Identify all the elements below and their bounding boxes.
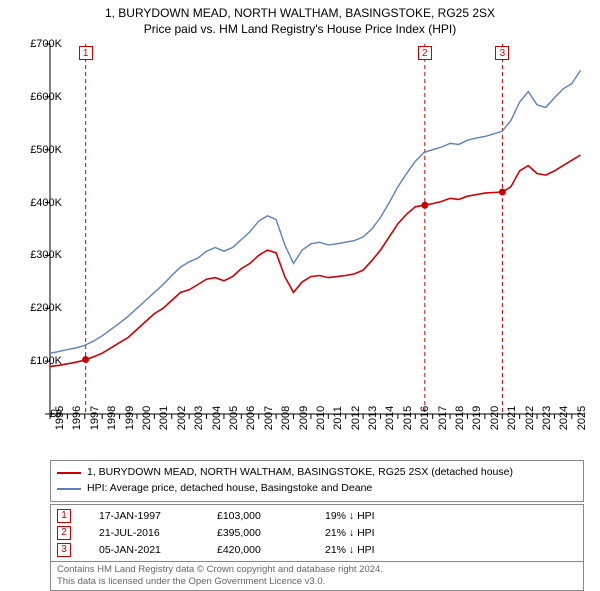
marker-date-2: 21-JUL-2016 (99, 525, 189, 542)
x-tick-label: 1999 (124, 406, 136, 430)
marker-row-2: 2 21-JUL-2016 £395,000 21% ↓ HPI (57, 525, 577, 542)
x-tick-label: 2016 (419, 406, 431, 430)
marker-price-2: £395,000 (217, 525, 297, 542)
x-tick-label: 2006 (245, 406, 257, 430)
x-tick-label: 2007 (263, 406, 275, 430)
y-tick-label: £100K (30, 355, 62, 367)
marker-delta-1: 19% ↓ HPI (325, 508, 375, 525)
y-tick-label: £600K (30, 91, 62, 103)
y-tick-label: £300K (30, 249, 62, 261)
marker-badge-3: 3 (57, 543, 71, 557)
marker-badge-1: 1 (57, 509, 71, 523)
chart-plot-area (50, 44, 584, 414)
x-tick-label: 2015 (402, 406, 414, 430)
chart-marker-badge: 3 (495, 46, 509, 60)
chart-marker-badge: 2 (418, 46, 432, 60)
legend-swatch-property (57, 472, 81, 474)
x-tick-label: 2001 (158, 406, 170, 430)
marker-date-3: 05-JAN-2021 (99, 542, 189, 559)
line-chart-svg (50, 44, 584, 414)
legend-box: 1, BURYDOWN MEAD, NORTH WALTHAM, BASINGS… (50, 460, 584, 502)
marker-table: 1 17-JAN-1997 £103,000 19% ↓ HPI 2 21-JU… (50, 504, 584, 562)
legend-label-property: 1, BURYDOWN MEAD, NORTH WALTHAM, BASINGS… (87, 465, 513, 481)
x-tick-label: 2008 (280, 406, 292, 430)
marker-delta-2: 21% ↓ HPI (325, 525, 375, 542)
legend-swatch-hpi (57, 488, 81, 490)
x-tick-label: 2022 (524, 406, 536, 430)
x-tick-label: 2018 (454, 406, 466, 430)
legend-label-hpi: HPI: Average price, detached house, Basi… (87, 481, 372, 497)
x-tick-label: 2024 (558, 406, 570, 430)
license-box: Contains HM Land Registry data © Crown c… (50, 561, 584, 591)
x-tick-label: 2000 (141, 406, 153, 430)
x-tick-label: 2020 (489, 406, 501, 430)
x-tick-label: 2011 (332, 406, 344, 430)
x-tick-label: 2003 (193, 406, 205, 430)
x-tick-label: 1995 (54, 406, 66, 430)
marker-date-1: 17-JAN-1997 (99, 508, 189, 525)
x-tick-label: 1998 (106, 406, 118, 430)
marker-row-3: 3 05-JAN-2021 £420,000 21% ↓ HPI (57, 542, 577, 559)
x-tick-label: 2013 (367, 406, 379, 430)
y-tick-label: £200K (30, 302, 62, 314)
x-tick-label: 2005 (228, 406, 240, 430)
license-line-2: This data is licensed under the Open Gov… (57, 576, 577, 588)
marker-delta-3: 21% ↓ HPI (325, 542, 375, 559)
legend-item-property: 1, BURYDOWN MEAD, NORTH WALTHAM, BASINGS… (57, 465, 577, 481)
x-tick-label: 1996 (71, 406, 83, 430)
x-tick-label: 2025 (576, 406, 588, 430)
y-tick-label: £400K (30, 197, 62, 209)
marker-price-3: £420,000 (217, 542, 297, 559)
x-tick-label: 2021 (506, 406, 518, 430)
x-tick-label: 2009 (298, 406, 310, 430)
x-tick-label: 2002 (176, 406, 188, 430)
marker-badge-2: 2 (57, 526, 71, 540)
title-line-2: Price paid vs. HM Land Registry's House … (0, 22, 600, 38)
legend-item-hpi: HPI: Average price, detached house, Basi… (57, 481, 577, 497)
x-tick-label: 2019 (471, 406, 483, 430)
title-line-1: 1, BURYDOWN MEAD, NORTH WALTHAM, BASINGS… (0, 6, 600, 22)
x-tick-label: 2004 (211, 406, 223, 430)
x-tick-label: 2017 (437, 406, 449, 430)
chart-marker-badge: 1 (79, 46, 93, 60)
x-tick-label: 2010 (315, 406, 327, 430)
x-tick-label: 2014 (384, 406, 396, 430)
chart-title: 1, BURYDOWN MEAD, NORTH WALTHAM, BASINGS… (0, 0, 600, 37)
x-tick-label: 2023 (541, 406, 553, 430)
y-tick-label: £700K (30, 38, 62, 50)
marker-row-1: 1 17-JAN-1997 £103,000 19% ↓ HPI (57, 508, 577, 525)
license-line-1: Contains HM Land Registry data © Crown c… (57, 564, 577, 576)
y-tick-label: £500K (30, 144, 62, 156)
marker-price-1: £103,000 (217, 508, 297, 525)
x-tick-label: 1997 (89, 406, 101, 430)
x-tick-label: 2012 (350, 406, 362, 430)
